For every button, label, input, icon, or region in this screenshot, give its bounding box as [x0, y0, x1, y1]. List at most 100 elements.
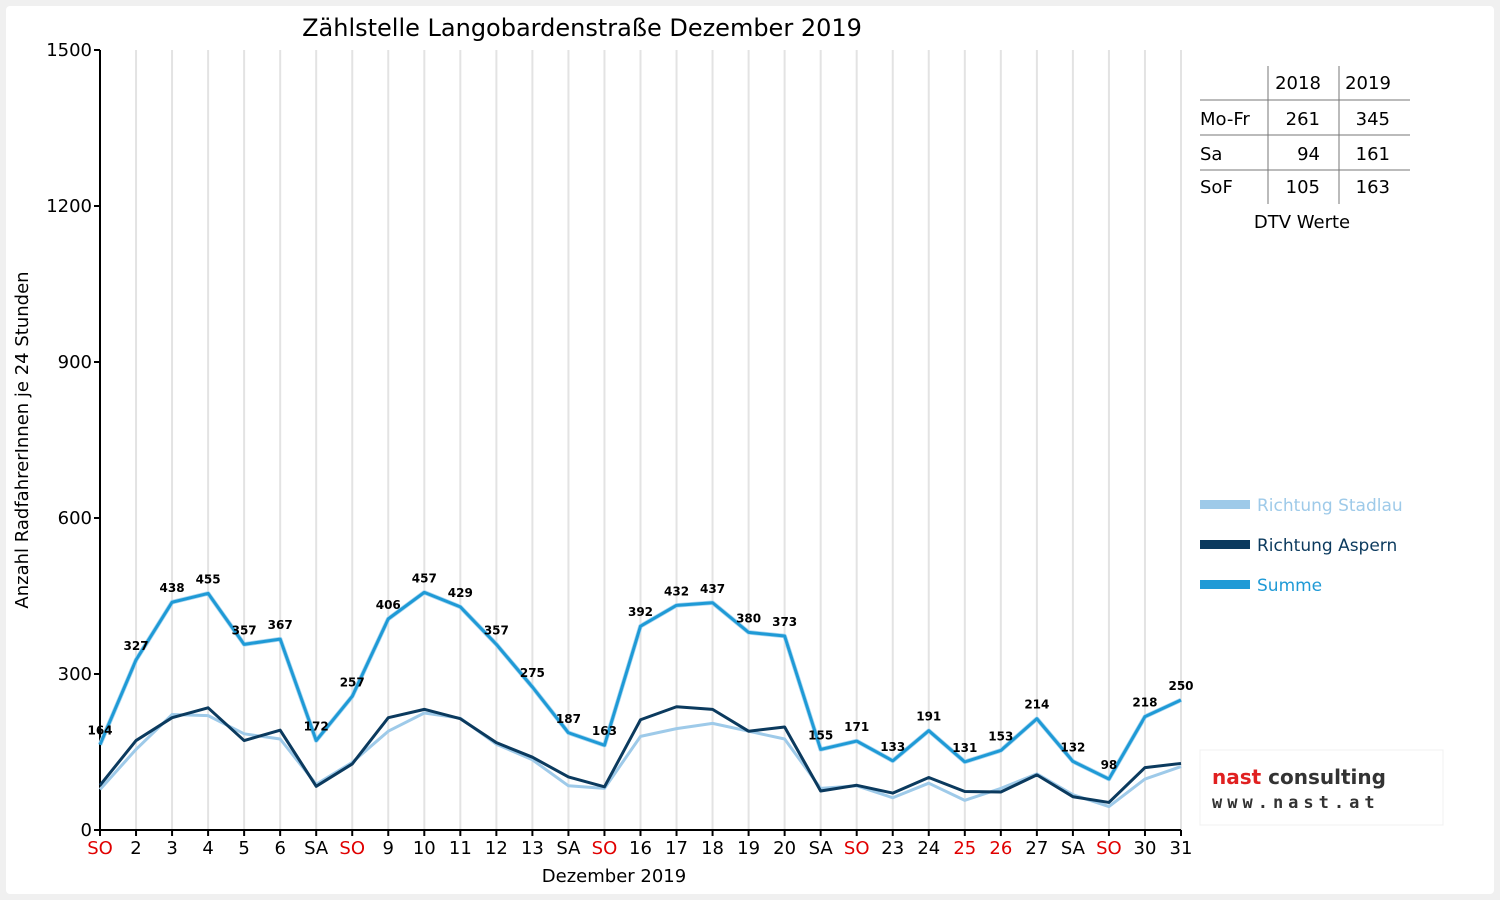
data-label: 133 [880, 740, 905, 754]
x-tick-label: 27 [1025, 838, 1048, 859]
x-tick-label: SO [339, 838, 365, 859]
legend-swatch-summe [1200, 580, 1250, 589]
x-tick-label: 30 [1134, 838, 1157, 859]
dtv-row-label: Mo-Fr [1200, 109, 1250, 130]
nast-consulting-logo: nast consulting www.nast.at [1199, 749, 1444, 826]
x-tick-label: 3 [166, 838, 177, 859]
data-label: 164 [87, 724, 112, 738]
data-label: 172 [304, 720, 329, 734]
data-label: 455 [196, 572, 221, 586]
x-tick-label: 24 [917, 838, 940, 859]
data-label: 214 [1024, 698, 1049, 712]
dtv-row-label: Sa [1200, 144, 1222, 165]
data-label: 257 [340, 675, 365, 689]
x-tick-label: 18 [701, 838, 724, 859]
data-label: 187 [556, 712, 581, 726]
x-axis-label: Dezember 2019 [542, 866, 686, 887]
x-tick-label: SA [1061, 838, 1086, 859]
y-tick-label: 900 [58, 352, 92, 373]
x-tick-label: SA [304, 838, 329, 859]
x-tick-label: SO [87, 838, 113, 859]
x-tick-label: 16 [629, 838, 652, 859]
dtv-row-label: SoF [1200, 177, 1233, 198]
x-tick-label: SA [809, 838, 834, 859]
y-ticks: 0 300 600 900 1200 1500 [46, 40, 100, 841]
x-tick-label: SO [1096, 838, 1122, 859]
data-label: 380 [736, 611, 761, 625]
dtv-cell: 261 [1286, 109, 1320, 130]
dtv-cell: 105 [1286, 177, 1320, 198]
logo-url: www.nast.at [1212, 793, 1380, 813]
data-label: 438 [160, 581, 185, 595]
y-axis-label: Anzahl RadfahrerInnen je 24 Stunden [12, 271, 33, 608]
data-labels: 164 327 438 455 357 367 172 257 406 457 429 357 275 1… [87, 571, 1193, 772]
data-label: 429 [448, 586, 473, 600]
x-tick-label: 4 [202, 838, 213, 859]
x-tick-label: 9 [383, 838, 394, 859]
x-tick-label: 31 [1170, 838, 1193, 859]
series-line-aspern [98, 705, 1182, 804]
dtv-col-2018: 2018 [1275, 73, 1321, 94]
x-tick-label: 26 [989, 838, 1012, 859]
x-tick-label: 5 [238, 838, 249, 859]
x-tick-label: 17 [665, 838, 688, 859]
chart-title: Zählstelle Langobardenstraße Dezember 20… [302, 14, 862, 42]
dtv-cell: 94 [1297, 144, 1320, 165]
grid [135, 50, 1182, 830]
legend-label-aspern: Richtung Aspern [1257, 536, 1397, 556]
data-label: 357 [232, 623, 257, 637]
data-label: 373 [772, 615, 797, 629]
data-label: 191 [916, 710, 941, 724]
dtv-table: 2018 2019 Mo-Fr 261 345 Sa 94 161 SoF 10… [1200, 66, 1410, 233]
legend-label-summe: Summe [1257, 576, 1322, 596]
x-tick-label: 20 [773, 838, 796, 859]
legend-swatch-aspern [1200, 540, 1250, 549]
y-tick-label: 1200 [46, 196, 92, 217]
data-label: 155 [808, 728, 833, 742]
data-label: 392 [628, 605, 653, 619]
x-ticks: SO 2 3 4 5 6 SA SO 9 10 11 12 13 SA SO 16 17 18 19 20 SA SO 23… [87, 830, 1192, 859]
y-tick-label: 300 [58, 664, 92, 685]
legend-label-stadlau: Richtung Stadlau [1257, 496, 1403, 516]
dtv-cell: 345 [1356, 109, 1390, 130]
data-label: 163 [592, 724, 617, 738]
x-tick-label: 12 [485, 838, 508, 859]
data-label: 218 [1132, 696, 1157, 710]
dtv-col-2019: 2019 [1345, 73, 1391, 94]
x-tick-label: 10 [413, 838, 436, 859]
x-tick-label: 6 [274, 838, 285, 859]
data-label: 367 [268, 618, 293, 632]
x-tick-label: SA [556, 838, 581, 859]
legend-swatch-stadlau [1200, 500, 1250, 509]
logo-text: nast consulting [1212, 765, 1386, 789]
data-label: 153 [988, 729, 1013, 743]
dtv-cell: 163 [1356, 177, 1390, 198]
data-label: 327 [124, 639, 149, 653]
y-tick-label: 1500 [46, 40, 92, 61]
x-tick-label: SO [592, 838, 618, 859]
data-label: 457 [412, 571, 437, 585]
dtv-cell: 161 [1356, 144, 1390, 165]
logo-name-part1: nast [1212, 765, 1262, 789]
data-label: 98 [1101, 758, 1118, 772]
x-tick-label: 11 [449, 838, 472, 859]
data-label: 406 [376, 598, 401, 612]
data-label: 357 [484, 623, 509, 637]
series-line-stadlau [98, 711, 1182, 809]
data-label: 132 [1060, 740, 1085, 754]
x-tick-label: 23 [881, 838, 904, 859]
y-tick-label: 600 [58, 508, 92, 529]
data-label: 437 [700, 582, 725, 596]
y-tick-label: 0 [81, 820, 92, 841]
chart-frame [6, 6, 1494, 894]
x-tick-label: 2 [130, 838, 141, 859]
data-label: 171 [844, 720, 869, 734]
x-tick-label: SO [844, 838, 870, 859]
x-tick-label: 19 [737, 838, 760, 859]
data-label: 131 [952, 741, 977, 755]
x-tick-label: 25 [953, 838, 976, 859]
data-label: 432 [664, 584, 689, 598]
legend: Richtung Stadlau Richtung Aspern Summe [1200, 496, 1403, 596]
dtv-caption: DTV Werte [1254, 212, 1350, 233]
